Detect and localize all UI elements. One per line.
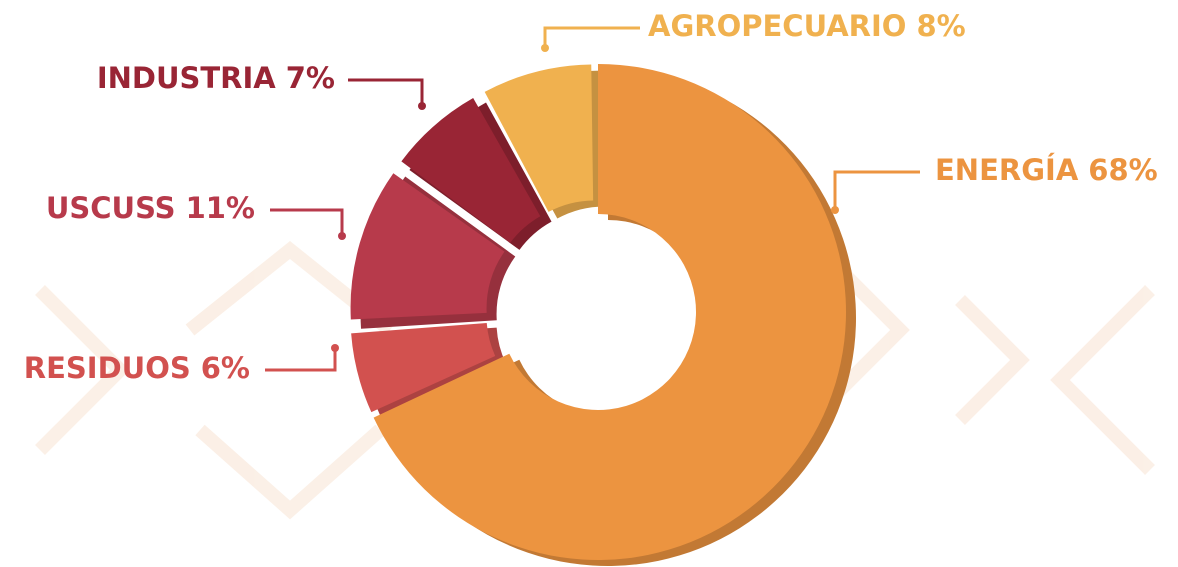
leader-dot [331, 344, 339, 352]
slice-label: USCUSS 11% [46, 191, 255, 225]
slice-label: AGROPECUARIO 8% [648, 9, 966, 43]
category-label: USCUSS [46, 191, 176, 225]
value-label: 68% [1088, 153, 1157, 187]
slice [484, 64, 594, 212]
slice [401, 98, 541, 243]
slice [373, 64, 846, 560]
slice-label: RESIDUOS 6% [24, 351, 250, 385]
leader-dot [541, 44, 549, 52]
leader-line [265, 348, 337, 372]
slice [351, 323, 496, 413]
value-label: 7% [286, 61, 335, 95]
category-label: ENERGÍA [935, 153, 1079, 187]
leader-dot [831, 206, 839, 214]
leader-dot [418, 102, 426, 110]
slice-label: ENERGÍA 68% [935, 153, 1158, 187]
leader-dot [338, 232, 346, 240]
category-label: RESIDUOS [24, 351, 191, 385]
leader-line [348, 78, 424, 106]
leader-line [833, 170, 920, 210]
leader-line [543, 26, 640, 48]
value-label: 11% [186, 191, 255, 225]
value-label: 8% [916, 9, 965, 43]
category-label: AGROPECUARIO [648, 9, 906, 43]
slice [350, 173, 505, 320]
leader-line [270, 208, 344, 236]
slice-label: INDUSTRIA 7% [97, 61, 335, 95]
value-label: 6% [201, 351, 250, 385]
category-label: INDUSTRIA [97, 61, 276, 95]
